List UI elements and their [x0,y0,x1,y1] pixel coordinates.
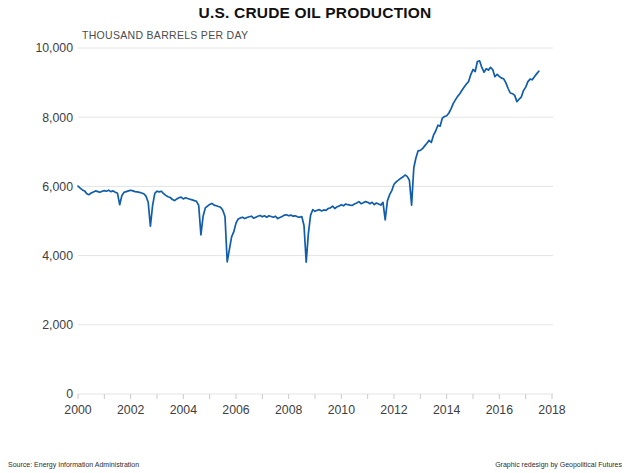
x-axis-tick-label: 2018 [538,403,566,417]
x-axis-tick-label: 2002 [117,403,145,417]
designer-credit: Graphic redesign by Geopolitical Futures [495,461,622,468]
line-chart-plot: 0 2,000 4,000 6,000 8,000 10,000 2000 2002 2004 2… [0,0,630,473]
y-axis-tick-label: 6,000 [42,180,73,194]
y-axis-tick-label: 2,000 [42,318,73,332]
source-credit: Source: Energy Information Administratio… [8,461,139,468]
x-axis-tick-label: 2014 [433,403,461,417]
x-axis-tick-label: 2010 [328,403,356,417]
x-axis-tick-label: 2006 [222,403,250,417]
x-axis-tick-label: 2008 [275,403,303,417]
y-axis-tick-label: 8,000 [42,111,73,125]
chart-figure: U.S. CRUDE OIL PRODUCTION THOUSAND BARRE… [0,0,630,473]
y-axis-tick-label: 10,000 [35,41,73,55]
y-axis-tick-label: 0 [66,387,73,401]
x-axis-tick-label: 2004 [170,403,198,417]
x-axis-tick-label: 2012 [380,403,408,417]
x-axis-tick-label: 2016 [486,403,514,417]
y-axis-tick-label: 4,000 [42,249,73,263]
production-line-series [78,61,539,262]
x-axis-tick-label: 2000 [64,403,92,417]
